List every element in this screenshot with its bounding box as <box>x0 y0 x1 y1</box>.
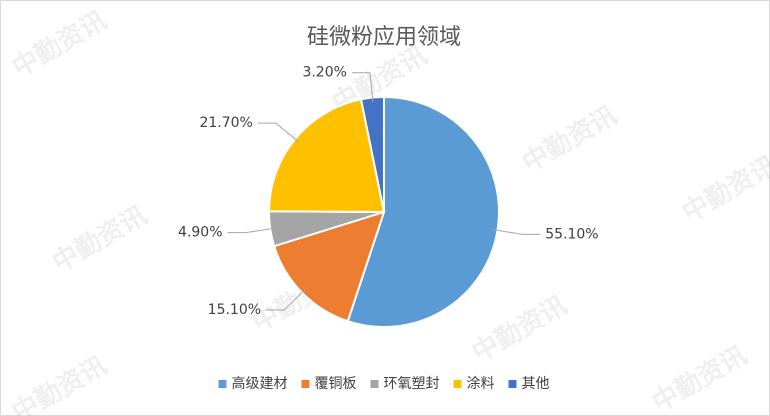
legend-marker <box>218 380 227 388</box>
legend-item: 覆铜板 <box>301 376 357 392</box>
legend-item: 环氧塑封 <box>370 376 440 392</box>
legend-marker <box>508 380 517 388</box>
leader-line <box>351 72 374 103</box>
legend-label: 高级建材 <box>232 375 288 392</box>
legend-marker <box>453 380 462 388</box>
legend-marker <box>370 380 379 388</box>
legend-label: 环氧塑封 <box>384 376 440 392</box>
legend-item: 其他 <box>508 376 550 392</box>
data-label: 4.90% <box>178 225 222 241</box>
leader-line <box>227 227 276 234</box>
legend-label: 其他 <box>522 376 550 392</box>
legend-item: 高级建材 <box>218 375 288 392</box>
data-label: 15.10% <box>208 302 261 318</box>
legend-marker <box>301 380 310 388</box>
legend-item: 涂料 <box>453 376 495 392</box>
data-label: 3.20% <box>302 65 346 81</box>
data-label: 21.70% <box>199 115 252 131</box>
chart-title: 硅微粉应用领域 <box>307 25 461 50</box>
leader-line <box>266 288 306 311</box>
leader-line <box>492 229 541 235</box>
data-label: 55.10% <box>545 226 598 242</box>
leader-line <box>257 122 300 143</box>
legend-label: 覆铜板 <box>315 376 357 392</box>
legend-label: 涂料 <box>467 376 495 392</box>
